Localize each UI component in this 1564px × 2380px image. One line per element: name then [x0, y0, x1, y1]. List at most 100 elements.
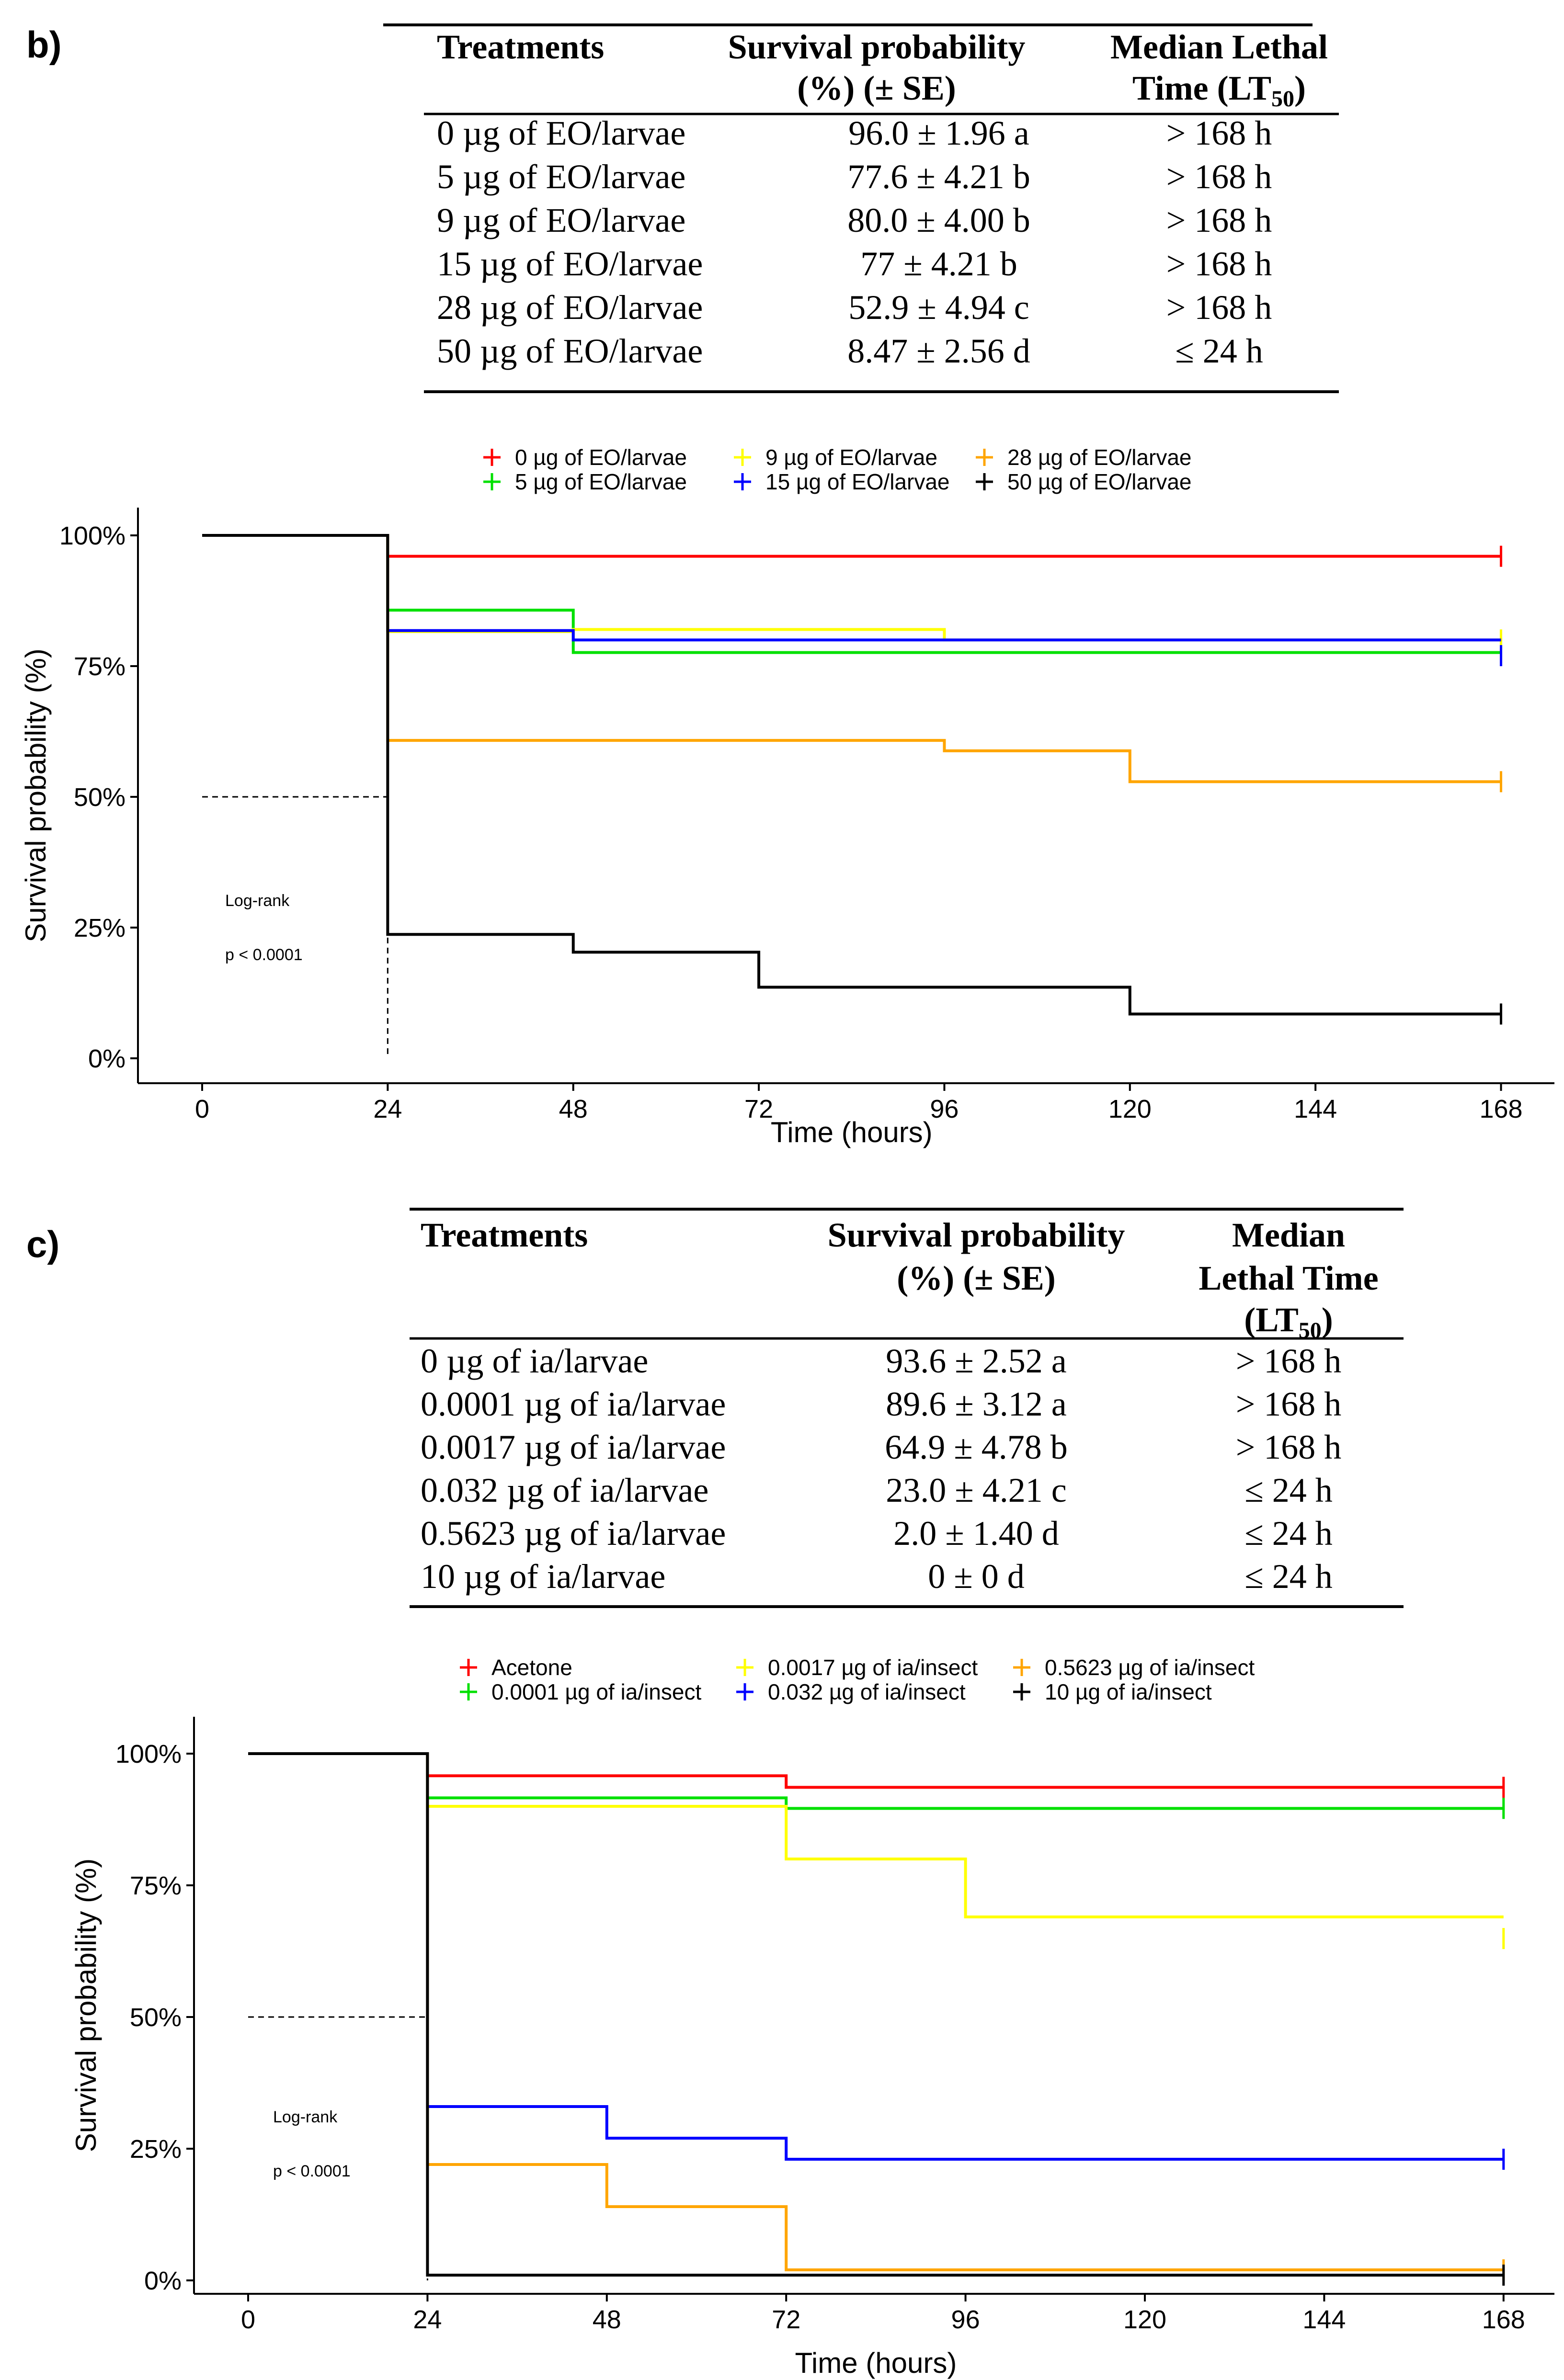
x-tick-label-b-48: 48 [559, 1095, 588, 1123]
legend-label-b-6: 50 µg of EO/larvae [1007, 469, 1192, 494]
series-line-c-4 [248, 1752, 1504, 2161]
series-line-c-6 [248, 1752, 1504, 2277]
table-row-c-4-survival: 23.0 ± 4.21 c [886, 1471, 1066, 1509]
panel-c: c) Treatments Survival probability (%) (… [26, 1208, 1554, 2379]
panel-b-label: b) [26, 23, 62, 66]
legend-label-c-6: 10 µg of ia/insect [1045, 1679, 1212, 1704]
table-b-header-treatments: Treatments [437, 28, 604, 66]
y-tick-label-b-75: 75% [74, 652, 126, 681]
series-line-c-1 [248, 1752, 1504, 1789]
table-b-header-survival-2: (%) (± SE) [797, 69, 956, 107]
x-tick-label-b-168: 168 [1479, 1095, 1522, 1123]
y-tick-label-b-50: 50% [74, 783, 126, 812]
table-row-b-4-survival: 77 ± 4.21 b [860, 245, 1017, 283]
series-line-b-3 [202, 534, 1501, 642]
x-tick-label-b-120: 120 [1108, 1095, 1152, 1123]
table-row-b-5-treatment: 28 µg of EO/larvae [437, 288, 703, 327]
legend-entry-c-2: 0.0001 µg of ia/insect [460, 1679, 701, 1704]
annotation-logrank-b: Log-rank [225, 892, 290, 910]
legend-entry-b-4: 15 µg of EO/larvae [734, 469, 950, 494]
table-row-b-6-treatment: 50 µg of EO/larvae [437, 332, 703, 370]
annotation-pvalue-b: p < 0.0001 [225, 946, 303, 964]
table-row-c-4-treatment: 0.032 µg of ia/larvae [421, 1471, 708, 1509]
table-row-b-2-lt50: > 168 h [1166, 158, 1272, 196]
table-row-c-1-lt50: > 168 h [1236, 1342, 1342, 1380]
annotation-logrank-c: Log-rank [273, 2108, 338, 2126]
series-line-b-1 [202, 534, 1501, 558]
table-row-c-6-treatment: 10 µg of ia/larvae [421, 1557, 665, 1596]
table-b-header-lethal-2-sub: 50 [1271, 86, 1294, 112]
panel-b: b) Treatments Survival probability (%) (… [20, 23, 1554, 1148]
table-row-b-3-lt50: > 168 h [1166, 201, 1272, 239]
y-tick-label-c-75: 75% [130, 1871, 182, 1900]
legend-label-c-5: 0.5623 µg of ia/insect [1045, 1655, 1255, 1680]
x-tick-label-c-168: 168 [1482, 2305, 1525, 2334]
table-row-b-3-treatment: 9 µg of EO/larvae [437, 201, 685, 239]
table-row-c-6-lt50: ≤ 24 h [1244, 1557, 1333, 1596]
table-c-header-survival-1: Survival probability [828, 1216, 1125, 1254]
x-tick-label-b-0: 0 [195, 1095, 209, 1123]
annotation-pvalue-c: p < 0.0001 [273, 2162, 351, 2180]
x-tick-label-b-72: 72 [744, 1095, 773, 1123]
legend-entry-c-6: 10 µg of ia/insect [1013, 1679, 1212, 1704]
legend-label-c-4: 0.032 µg of ia/insect [768, 1679, 966, 1704]
legend-label-c-1: Acetone [491, 1655, 572, 1680]
table-row-c-3-survival: 64.9 ± 4.78 b [885, 1428, 1068, 1466]
panel-c-label: c) [26, 1223, 59, 1265]
chart-b: 0% 25% 50% 75% 100% 0 24 48 72 96 120 144 168 Surviva… [20, 445, 1554, 1148]
y-tick-label-b-0: 0% [88, 1044, 126, 1073]
table-row-b-4-lt50: > 168 h [1166, 245, 1272, 283]
legend-entry-c-1: Acetone [460, 1655, 572, 1680]
series-line-c-5 [248, 1752, 1504, 2271]
x-tick-label-b-144: 144 [1294, 1095, 1337, 1123]
series-line-b-4 [202, 534, 1501, 642]
table-c-header-survival-2: (%) (± SE) [897, 1259, 1056, 1297]
table-c-header-lethal-3-sub: 50 [1299, 1318, 1322, 1343]
table-c-header-lethal-3-end: ) [1322, 1301, 1333, 1339]
legend-label-b-1: 0 µg of EO/larvae [515, 445, 687, 470]
table-b-header-lethal-2-end: ) [1294, 69, 1306, 107]
table-row-b-1-treatment: 0 µg of EO/larvae [437, 114, 685, 152]
table-row-c-1-survival: 93.6 ± 2.52 a [886, 1342, 1066, 1380]
table-row-c-5-treatment: 0.5623 µg of ia/larvae [421, 1514, 726, 1553]
table-row-c-1-treatment: 0 µg of ia/larvae [421, 1342, 648, 1380]
table-b-header-survival-1: Survival probability [728, 28, 1026, 66]
legend-label-b-4: 15 µg of EO/larvae [765, 469, 950, 494]
x-tick-label-b-96: 96 [930, 1095, 959, 1123]
legend-entry-b-3: 9 µg of EO/larvae [734, 445, 937, 470]
table-row-b-6-survival: 8.47 ± 2.56 d [847, 332, 1030, 370]
table-row-b-5-lt50: > 168 h [1166, 288, 1272, 327]
legend-label-b-5: 28 µg of EO/larvae [1007, 445, 1192, 470]
y-tick-label-c-100: 100% [115, 1740, 182, 1768]
y-tick-label-c-25: 25% [130, 2135, 182, 2164]
series-line-b-2 [202, 534, 1501, 654]
x-tick-label-b-24: 24 [373, 1095, 402, 1123]
x-tick-label-c-96: 96 [951, 2305, 980, 2334]
legend-label-c-3: 0.0017 µg of ia/insect [768, 1655, 978, 1680]
y-tick-label-b-25: 25% [74, 914, 126, 942]
legend-entry-c-5: 0.5623 µg of ia/insect [1013, 1655, 1255, 1680]
table-b-header-lethal-1: Median Lethal [1110, 28, 1328, 66]
table-row-c-6-survival: 0 ± 0 d [928, 1557, 1025, 1596]
legend-label-b-3: 9 µg of EO/larvae [765, 445, 937, 470]
y-tick-label-b-100: 100% [59, 521, 126, 550]
table-row-c-3-treatment: 0.0017 µg of ia/larvae [421, 1428, 726, 1466]
table-b-rows: 0 µg of EO/larvae 96.0 ± 1.96 a > 168 h … [437, 114, 1272, 370]
table-c-header-lethal-1: Median [1232, 1216, 1345, 1254]
x-tick-label-c-144: 144 [1302, 2305, 1346, 2334]
table-c-header-lethal-3-main: (LT [1244, 1301, 1298, 1339]
table-c-header-treatments: Treatments [421, 1216, 588, 1254]
y-tick-label-c-0: 0% [144, 2267, 182, 2295]
legend-entry-b-5: 28 µg of EO/larvae [976, 445, 1192, 470]
legend-entry-b-2: 5 µg of EO/larvae [483, 469, 687, 494]
series-line-b-6 [202, 534, 1501, 1016]
table-row-b-1-survival: 96.0 ± 1.96 a [848, 114, 1029, 152]
table-row-c-4-lt50: ≤ 24 h [1244, 1471, 1333, 1509]
series-line-c-3 [248, 1752, 1504, 1918]
table-row-b-4-treatment: 15 µg of EO/larvae [437, 245, 703, 283]
table-row-c-5-survival: 2.0 ± 1.40 d [893, 1514, 1059, 1553]
table-row-c-2-lt50: > 168 h [1236, 1385, 1342, 1423]
series-line-b-5 [202, 534, 1501, 783]
table-row-b-1-lt50: > 168 h [1166, 114, 1272, 152]
